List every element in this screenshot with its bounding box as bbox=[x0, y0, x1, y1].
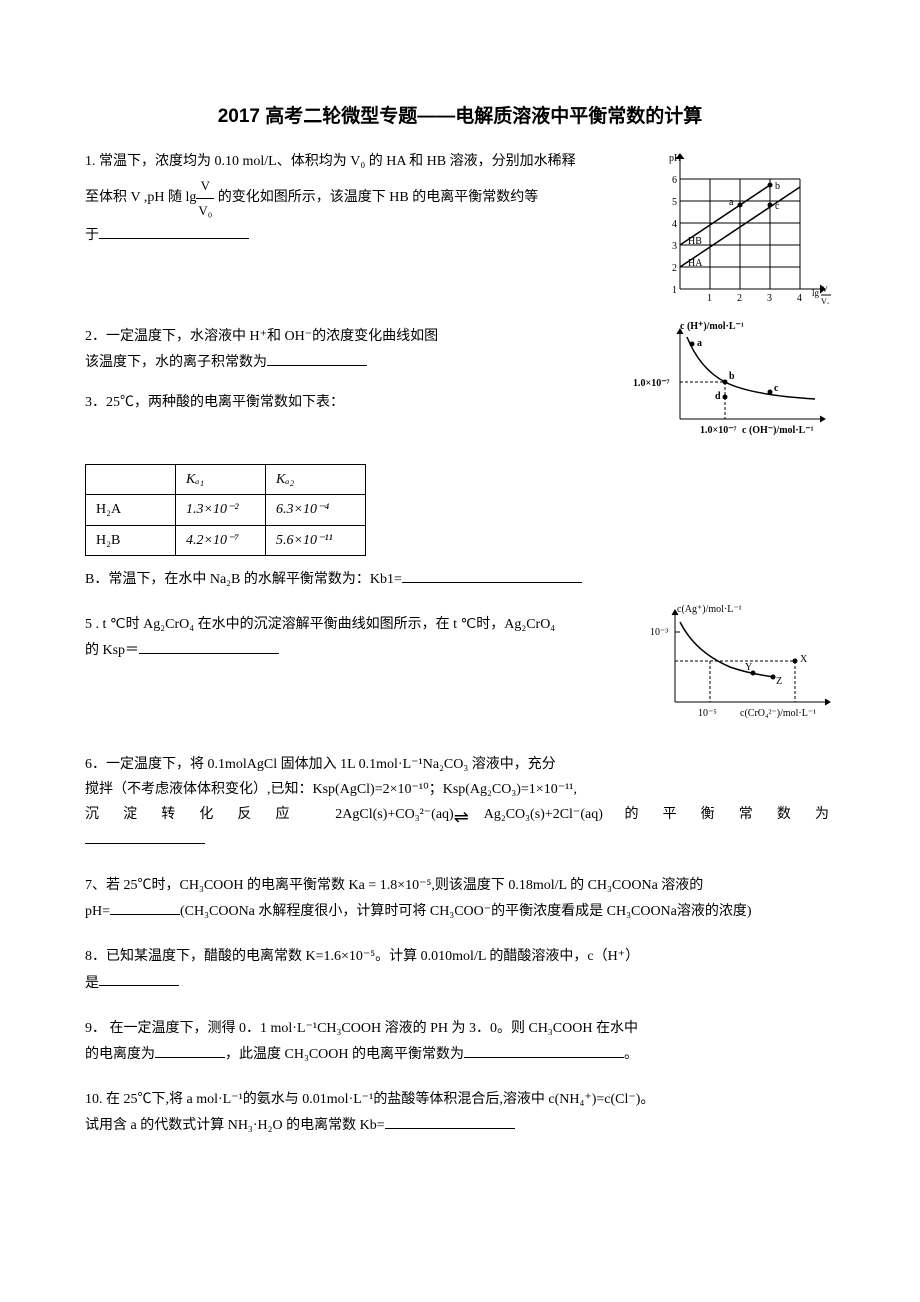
q3-blank bbox=[402, 566, 582, 583]
q5-line1: 5 . t ℃时 Ag₂CrO₄ 在水中的沉淀溶解平衡曲线如图所示，在 t ℃时… bbox=[85, 612, 635, 637]
svg-text:lg: lg bbox=[812, 288, 820, 298]
q7-line1: 7、若 25℃时，CH₃COOH 的电离平衡常数 Ka = 1.8×10⁻⁵,则… bbox=[85, 873, 835, 898]
q2-blank bbox=[267, 349, 367, 366]
svg-text:c (H⁺)/mol·L⁻¹: c (H⁺)/mol·L⁻¹ bbox=[680, 321, 744, 332]
svg-text:HA: HA bbox=[688, 258, 703, 269]
question-5: 5 . t ℃时 Ag₂CrO₄ 在水中的沉淀溶解平衡曲线如图所示，在 t ℃时… bbox=[85, 612, 835, 732]
q2-line2: 该温度下，水的离子积常数为 bbox=[85, 349, 620, 375]
q10-line2: 试用含 a 的代数式计算 NH₃·H₂O 的电离常数 Kb= bbox=[85, 1112, 835, 1138]
question-2: 2．一定温度下，水溶液中 H⁺和 OH⁻的浓度变化曲线如图 该温度下，水的离子积… bbox=[85, 324, 835, 444]
q9-line2: 的电离度为，此温度 CH₃COOH 的电离平衡常数为。 bbox=[85, 1041, 835, 1067]
q10-blank bbox=[385, 1112, 515, 1129]
svg-text:c(Ag⁺)/mol·L⁻¹: c(Ag⁺)/mol·L⁻¹ bbox=[677, 604, 742, 615]
svg-text:c(CrO₄²⁻)/mol·L⁻¹: c(CrO₄²⁻)/mol·L⁻¹ bbox=[740, 708, 816, 719]
svg-text:a: a bbox=[697, 338, 702, 349]
svg-text:1: 1 bbox=[707, 293, 712, 304]
page-title: 2017 高考二轮微型专题——电解质溶液中平衡常数的计算 bbox=[85, 100, 835, 134]
table-header-row: Kₐ₁ Kₐ₂ bbox=[86, 465, 366, 495]
svg-text:c (OH⁻)/mol·L⁻¹: c (OH⁻)/mol·L⁻¹ bbox=[742, 425, 814, 436]
svg-text:10⁻⁵: 10⁻⁵ bbox=[698, 708, 717, 719]
svg-text:pH: pH bbox=[669, 153, 681, 164]
lg-prefix: lg bbox=[185, 190, 196, 205]
q5-blank bbox=[139, 637, 279, 654]
q8-line2: 是 bbox=[85, 970, 835, 996]
q2-line1: 2．一定温度下，水溶液中 H⁺和 OH⁻的浓度变化曲线如图 bbox=[85, 324, 620, 349]
q7-blank bbox=[110, 898, 180, 915]
svg-text:Y: Y bbox=[745, 662, 752, 673]
q3-text: 3．25℃，两种酸的电离平衡常数如下表： bbox=[85, 390, 620, 415]
question-8: 8．已知某温度下，醋酸的电离常数 K=1.6×10⁻⁵。计算 0.010mol/… bbox=[85, 944, 835, 995]
svg-text:c: c bbox=[775, 201, 780, 212]
svg-text:b: b bbox=[775, 181, 780, 192]
q10-line1: 10. 在 25℃下,将 a mol·L⁻¹的氨水与 0.01mol·L⁻¹的盐… bbox=[85, 1087, 835, 1112]
table-header bbox=[86, 465, 176, 495]
q8-blank bbox=[99, 970, 179, 987]
q9-line1: 9． 在一定温度下，测得 0．1 mol·L⁻¹CH₃COOH 溶液的 PH 为… bbox=[85, 1016, 835, 1041]
q2-chart: c (H⁺)/mol·L⁻¹ c (OH⁻)/mol·L⁻¹ 1.0×10⁻⁷ … bbox=[625, 319, 835, 439]
q3-table: Kₐ₁ Kₐ₂ H₂A 1.3×10⁻² 6.3×10⁻⁴ H₂B 4.2×10… bbox=[85, 464, 366, 556]
svg-text:HB: HB bbox=[688, 236, 702, 247]
q5-chart: c(Ag⁺)/mol·L⁻¹ c(CrO₄²⁻)/mol·L⁻¹ 10⁻³ 10… bbox=[640, 602, 835, 722]
svg-text:3: 3 bbox=[767, 293, 772, 304]
q1-line3: 于 bbox=[85, 222, 645, 248]
svg-text:c: c bbox=[774, 383, 779, 394]
svg-text:1: 1 bbox=[672, 285, 677, 296]
question-3: Kₐ₁ Kₐ₂ H₂A 1.3×10⁻² 6.3×10⁻⁴ H₂B 4.2×10… bbox=[85, 464, 835, 592]
q5-line2: 的 Ksp＝ bbox=[85, 637, 635, 663]
svg-text:2: 2 bbox=[737, 293, 742, 304]
q6-blank bbox=[85, 827, 205, 844]
question-9: 9． 在一定温度下，测得 0．1 mol·L⁻¹CH₃COOH 溶液的 PH 为… bbox=[85, 1016, 835, 1067]
svg-text:V₀: V₀ bbox=[821, 297, 830, 304]
svg-text:6: 6 bbox=[672, 175, 677, 186]
q1-blank bbox=[99, 222, 249, 239]
fraction-v-v0: V V₀ bbox=[196, 174, 214, 222]
q1-line2: 至体积 V ,pH 随 lg V V₀ 的变化如图所示，该温度下 HB 的电离平… bbox=[85, 174, 645, 222]
svg-text:X: X bbox=[800, 654, 808, 665]
table-row: H₂B 4.2×10⁻⁷ 5.6×10⁻¹¹ bbox=[86, 525, 366, 555]
svg-text:Z: Z bbox=[776, 676, 782, 687]
q8-line1: 8．已知某温度下，醋酸的电离常数 K=1.6×10⁻⁵。计算 0.010mol/… bbox=[85, 944, 835, 969]
q1-line1: 1. 常温下，浓度均为 0.10 mol/L、体积均为 V₀ 的 HA 和 HB… bbox=[85, 149, 645, 174]
q1-chart: pH 6 5 4 3 2 1 1 2 3 4 lg V V₀ HB HA a b… bbox=[655, 149, 835, 304]
svg-text:b: b bbox=[729, 371, 735, 382]
svg-text:1.0×10⁻⁷: 1.0×10⁻⁷ bbox=[633, 378, 669, 389]
q3-part-b: B．常温下，在水中 Na₂B 的水解平衡常数为：Kb1= bbox=[85, 566, 835, 592]
svg-text:1.0×10⁻⁷: 1.0×10⁻⁷ bbox=[700, 425, 736, 436]
svg-text:V: V bbox=[822, 285, 828, 294]
table-header: Kₐ₁ bbox=[176, 465, 266, 495]
q9-blank-1 bbox=[155, 1041, 225, 1058]
q6-line1: 6．一定温度下，将 0.1molAgCl 固体加入 1L 0.1mol·L⁻¹N… bbox=[85, 752, 835, 777]
svg-text:d: d bbox=[715, 391, 721, 402]
q9-blank-2 bbox=[464, 1041, 624, 1058]
svg-text:2: 2 bbox=[672, 263, 677, 274]
svg-text:3: 3 bbox=[672, 241, 677, 252]
table-header: Kₐ₂ bbox=[266, 465, 366, 495]
svg-text:4: 4 bbox=[672, 219, 677, 230]
question-7: 7、若 25℃时，CH₃COOH 的电离平衡常数 Ka = 1.8×10⁻⁵,则… bbox=[85, 873, 835, 924]
question-10: 10. 在 25℃下,将 a mol·L⁻¹的氨水与 0.01mol·L⁻¹的盐… bbox=[85, 1087, 835, 1138]
question-6: 6．一定温度下，将 0.1molAgCl 固体加入 1L 0.1mol·L⁻¹N… bbox=[85, 752, 835, 854]
svg-text:a: a bbox=[729, 197, 734, 208]
q6-line2: 搅拌（不考虑液体体积变化）,已知：Ksp(AgCl)=2×10⁻¹⁰；Ksp(A… bbox=[85, 777, 835, 802]
question-1: 1. 常温下，浓度均为 0.10 mol/L、体积均为 V₀ 的 HA 和 HB… bbox=[85, 149, 835, 304]
q6-line3: 沉淀转化反应 2AgCl(s)+CO₃²⁻(aq)Ag₂CO₃(s)+2Cl⁻(… bbox=[85, 802, 835, 827]
table-row: H₂A 1.3×10⁻² 6.3×10⁻⁴ bbox=[86, 495, 366, 525]
q7-line2: pH=(CH₃COONa 水解程度很小，计算时可将 CH₃COO⁻的平衡浓度看成… bbox=[85, 898, 835, 924]
svg-text:4: 4 bbox=[797, 293, 802, 304]
svg-text:5: 5 bbox=[672, 197, 677, 208]
svg-text:10⁻³: 10⁻³ bbox=[650, 627, 668, 638]
